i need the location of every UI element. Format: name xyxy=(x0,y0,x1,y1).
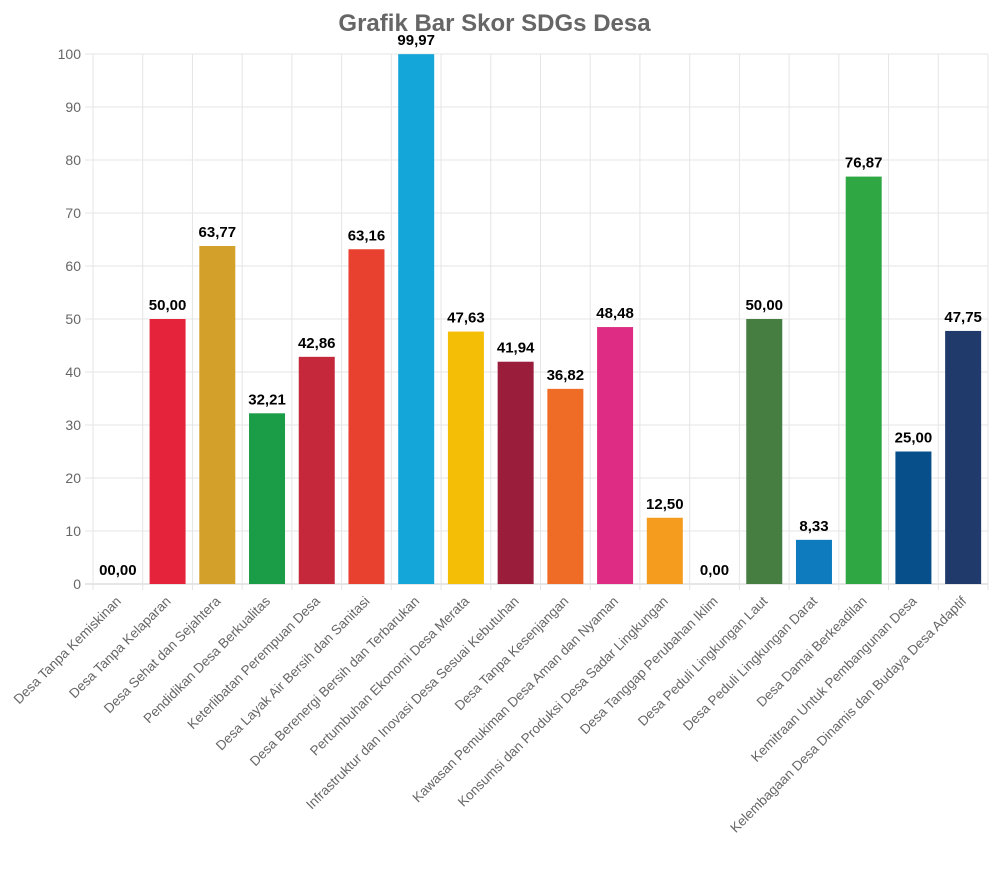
bar xyxy=(845,176,882,585)
x-tick-label: Desa Tanpa Kelaparan xyxy=(66,594,174,702)
data-label: 36,82 xyxy=(547,367,585,384)
y-tick-label: 20 xyxy=(65,470,81,486)
y-tick-label: 10 xyxy=(65,523,81,539)
data-label: 00,00 xyxy=(99,562,137,579)
data-label: 25,00 xyxy=(895,430,933,447)
data-label: 41,94 xyxy=(497,340,535,357)
y-tick-label: 50 xyxy=(65,311,81,327)
bar xyxy=(945,330,982,584)
y-tick-label: 70 xyxy=(65,205,81,221)
data-label: 50,00 xyxy=(745,297,783,314)
y-tick-label: 30 xyxy=(65,417,81,433)
data-label: 47,75 xyxy=(944,309,982,326)
y-tick-label: 40 xyxy=(65,364,81,380)
bar xyxy=(746,319,783,584)
y-tick-label: 80 xyxy=(65,152,81,168)
bar xyxy=(795,539,832,584)
y-tick-label: 100 xyxy=(58,46,82,62)
bar xyxy=(497,361,534,584)
data-label: 8,33 xyxy=(799,518,828,535)
y-tick-label: 90 xyxy=(65,99,81,115)
bar xyxy=(597,327,634,584)
y-tick-label: 60 xyxy=(65,258,81,274)
y-tick-label: 0 xyxy=(73,576,81,592)
bar xyxy=(149,319,186,584)
data-label: 63,16 xyxy=(348,227,386,244)
data-label: 32,21 xyxy=(248,391,286,408)
bar xyxy=(398,54,435,585)
data-label: 48,48 xyxy=(596,305,634,322)
bar xyxy=(348,249,385,584)
chart-title: Grafik Bar Skor SDGs Desa xyxy=(338,10,651,37)
data-label: 50,00 xyxy=(149,297,187,314)
bar xyxy=(199,246,236,585)
bar xyxy=(646,517,683,584)
bar xyxy=(298,356,335,584)
x-tick-label: Kelembagaan Desa Dinamis dan Budaya Desa… xyxy=(727,593,969,835)
bar xyxy=(447,331,484,584)
data-label: 99,97 xyxy=(397,32,435,49)
data-label: 63,77 xyxy=(199,224,237,241)
data-label: 47,63 xyxy=(447,310,485,327)
data-label: 42,86 xyxy=(298,335,336,352)
bar xyxy=(895,451,932,584)
data-label: 12,50 xyxy=(646,496,684,513)
data-label: 0,00 xyxy=(700,562,729,579)
bar xyxy=(547,388,584,584)
bar xyxy=(249,413,286,584)
data-label: 76,87 xyxy=(845,155,883,172)
